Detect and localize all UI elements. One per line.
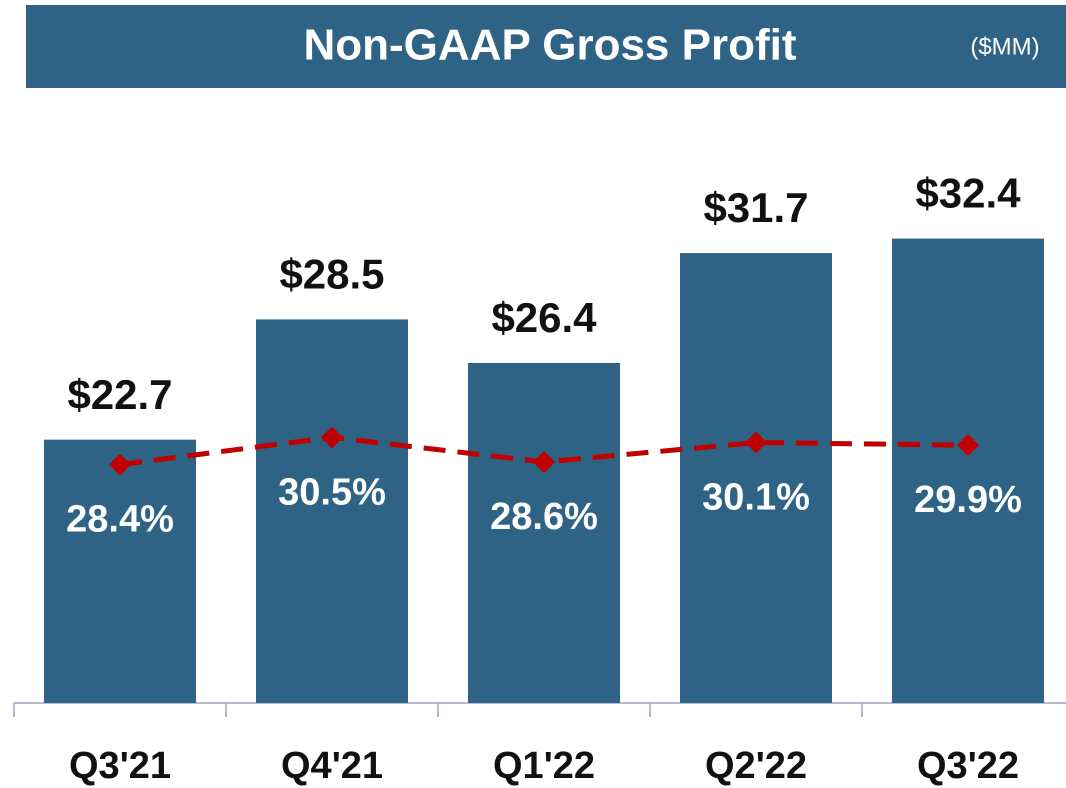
margin-marker (745, 431, 767, 454)
x-tick-label: Q3'22 (917, 745, 1019, 787)
bar (892, 238, 1044, 703)
bar-value-label: $32.4 (915, 170, 1021, 217)
x-tick-label: Q3'21 (69, 745, 171, 787)
x-tick-label: Q1'22 (493, 745, 595, 787)
bar-value-label: $28.5 (279, 251, 384, 298)
chart-subtitle: ($MM) (970, 33, 1039, 60)
margin-marker (321, 426, 343, 449)
bar (680, 253, 832, 703)
margin-marker (957, 434, 979, 457)
x-tick-label: Q2'22 (705, 745, 807, 787)
title-band (26, 5, 1066, 88)
chart-title: Non-GAAP Gross Profit (303, 21, 796, 70)
bar-value-label: $22.7 (67, 371, 172, 418)
margin-value-label: 29.9% (914, 479, 1022, 521)
bar (468, 362, 620, 703)
x-tick-label: Q4'21 (281, 745, 383, 787)
bar-value-label: $26.4 (491, 294, 597, 341)
bar-value-label: $31.7 (703, 184, 808, 231)
margin-value-label: 28.4% (66, 499, 174, 541)
bar (256, 319, 408, 703)
margin-value-label: 28.6% (490, 496, 598, 538)
margin-value-label: 30.1% (702, 477, 810, 519)
margin-marker (533, 450, 555, 473)
margin-value-label: 30.5% (278, 471, 386, 513)
bar (44, 439, 196, 703)
margin-marker (109, 453, 131, 476)
